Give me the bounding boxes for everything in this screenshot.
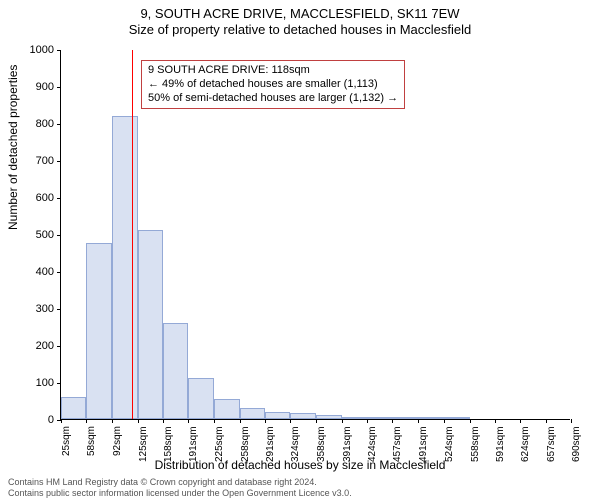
histogram-bar bbox=[392, 417, 418, 419]
x-tick-label: 291sqm bbox=[265, 426, 276, 462]
x-tick-label: 258sqm bbox=[240, 426, 251, 462]
x-tick-label: 92sqm bbox=[112, 426, 123, 456]
y-tick-label: 100 bbox=[14, 377, 54, 389]
histogram-bar bbox=[61, 397, 86, 419]
annotation-line: ← 49% of detached houses are smaller (1,… bbox=[148, 78, 398, 92]
histogram-bar bbox=[290, 413, 316, 419]
histogram-bar bbox=[188, 378, 214, 419]
annotation-box: 9 SOUTH ACRE DRIVE: 118sqm← 49% of detac… bbox=[141, 60, 405, 109]
y-tick-label: 900 bbox=[14, 81, 54, 93]
y-tick-label: 600 bbox=[14, 192, 54, 204]
y-tick-label: 0 bbox=[14, 414, 54, 426]
x-tick-label: 358sqm bbox=[316, 426, 327, 462]
x-tick-label: 524sqm bbox=[444, 426, 455, 462]
x-tick-label: 191sqm bbox=[188, 426, 199, 462]
footer-line-1: Contains HM Land Registry data © Crown c… bbox=[8, 477, 352, 487]
histogram-bar bbox=[163, 323, 188, 419]
histogram-bar bbox=[418, 417, 443, 419]
histogram-bar bbox=[265, 412, 290, 419]
chart-title: 9, SOUTH ACRE DRIVE, MACCLESFIELD, SK11 … bbox=[0, 0, 600, 39]
y-tick-label: 300 bbox=[14, 303, 54, 315]
x-tick-label: 624sqm bbox=[520, 426, 531, 462]
y-tick-label: 500 bbox=[14, 229, 54, 241]
x-tick-label: 591sqm bbox=[495, 426, 506, 462]
histogram-bar bbox=[214, 399, 239, 419]
x-tick-label: 457sqm bbox=[392, 426, 403, 462]
x-tick-label: 491sqm bbox=[418, 426, 429, 462]
histogram-bar bbox=[316, 415, 341, 419]
y-tick-label: 1000 bbox=[14, 44, 54, 56]
x-tick-label: 558sqm bbox=[470, 426, 481, 462]
x-tick-label: 690sqm bbox=[571, 426, 582, 462]
title-line-2: Size of property relative to detached ho… bbox=[0, 22, 600, 38]
histogram-bar bbox=[138, 230, 163, 419]
histogram-bar bbox=[342, 417, 367, 419]
histogram-bar bbox=[112, 116, 137, 419]
histogram-bar bbox=[86, 243, 112, 419]
x-tick-label: 657sqm bbox=[546, 426, 557, 462]
plot-region: 0100200300400500600700800900100025sqm58s… bbox=[60, 50, 570, 420]
footer-attribution: Contains HM Land Registry data © Crown c… bbox=[8, 477, 352, 498]
annotation-line: 9 SOUTH ACRE DRIVE: 118sqm bbox=[148, 64, 398, 78]
x-tick-label: 125sqm bbox=[138, 426, 149, 462]
property-marker-line bbox=[132, 50, 133, 419]
x-tick-label: 58sqm bbox=[86, 426, 97, 456]
histogram-bar bbox=[367, 417, 392, 419]
annotation-line: 50% of semi-detached houses are larger (… bbox=[148, 92, 398, 106]
y-tick-label: 700 bbox=[14, 155, 54, 167]
y-tick-label: 200 bbox=[14, 340, 54, 352]
x-tick-label: 25sqm bbox=[61, 426, 72, 456]
x-tick-label: 225sqm bbox=[214, 426, 225, 462]
x-tick-label: 324sqm bbox=[290, 426, 301, 462]
x-tick-label: 424sqm bbox=[367, 426, 378, 462]
y-tick-label: 800 bbox=[14, 118, 54, 130]
x-axis-label: Distribution of detached houses by size … bbox=[0, 458, 600, 472]
x-tick-label: 391sqm bbox=[342, 426, 353, 462]
chart-area: 0100200300400500600700800900100025sqm58s… bbox=[60, 50, 570, 420]
title-line-1: 9, SOUTH ACRE DRIVE, MACCLESFIELD, SK11 … bbox=[0, 6, 600, 22]
footer-line-2: Contains public sector information licen… bbox=[8, 488, 352, 498]
x-tick-label: 158sqm bbox=[163, 426, 174, 462]
histogram-bar bbox=[444, 417, 470, 419]
y-tick-label: 400 bbox=[14, 266, 54, 278]
histogram-bar bbox=[240, 408, 265, 419]
